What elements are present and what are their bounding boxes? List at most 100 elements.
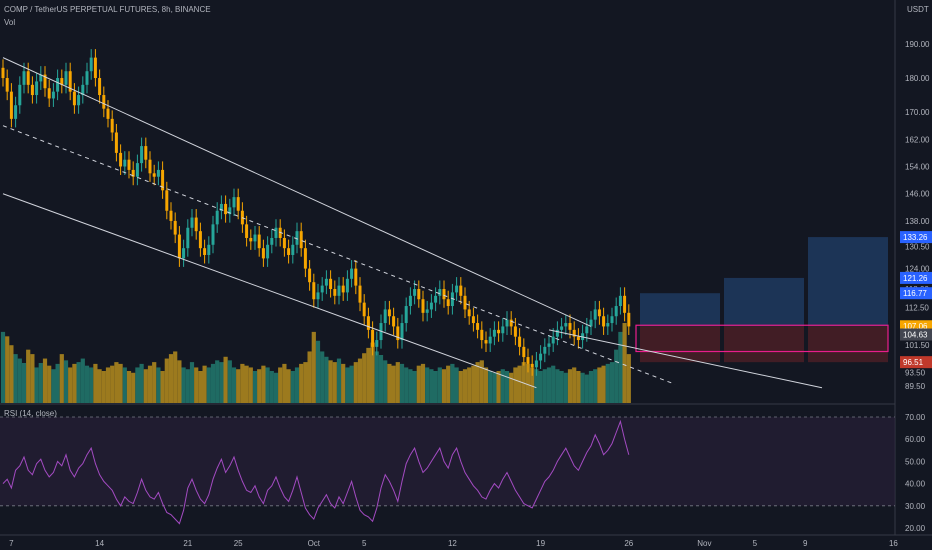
price-tag-text: 104.63 <box>903 331 928 340</box>
candle-body <box>442 289 446 300</box>
candle-body <box>9 91 13 119</box>
volume-bar <box>601 365 606 403</box>
price-tag-box <box>900 271 932 284</box>
volume-bar <box>299 363 304 403</box>
candle-body <box>119 152 123 167</box>
candle-body <box>396 326 400 341</box>
volume-label: Vol <box>4 18 15 27</box>
candle-body <box>299 231 303 249</box>
volume-bar <box>446 365 451 403</box>
volume-bar <box>173 351 178 403</box>
volume-bar <box>278 367 283 403</box>
volume-bar <box>76 362 81 403</box>
volume-bar <box>126 371 132 403</box>
price-tag-text: 116.77 <box>903 289 927 298</box>
candle-body <box>492 329 496 337</box>
candle-body <box>534 360 538 368</box>
candle-body <box>303 248 307 269</box>
price-tag-box <box>900 328 932 341</box>
volume-bar <box>181 367 186 403</box>
candle-body <box>614 306 618 317</box>
volume-bar <box>101 371 106 403</box>
candle-body <box>127 159 131 170</box>
time-tick: 5 <box>362 539 367 548</box>
rsi-plot <box>2 419 630 525</box>
candle-body <box>450 292 454 307</box>
candle-body <box>597 309 601 317</box>
volume-bar <box>34 367 39 403</box>
volume-bar <box>420 363 426 403</box>
volume-bar <box>240 363 245 403</box>
volume-bar <box>450 363 455 403</box>
candle-body <box>89 57 93 72</box>
candle-body <box>320 285 324 293</box>
candle-body <box>564 323 568 327</box>
volume-bar <box>475 362 480 403</box>
volume-bar <box>227 360 232 403</box>
breakout-line <box>548 329 823 389</box>
candle-body <box>165 190 169 211</box>
volume-bar <box>538 371 543 403</box>
candle-body <box>106 108 110 119</box>
target-zone-1 <box>640 293 720 327</box>
candle-body <box>350 268 354 279</box>
position-zones <box>635 237 889 363</box>
candle-body <box>362 302 366 317</box>
volume-bar <box>210 363 216 403</box>
volume-bar <box>105 367 111 403</box>
price-tick: 101.50 <box>905 341 930 350</box>
candle-body <box>618 295 622 307</box>
time-tick: Oct <box>308 539 321 548</box>
candle-body <box>404 306 408 324</box>
volume-bar <box>395 362 400 403</box>
candle-body <box>421 299 425 313</box>
volume-bar <box>55 363 60 403</box>
candle-body <box>182 248 186 259</box>
candle-body <box>484 340 488 344</box>
volume-bar <box>387 363 392 403</box>
candle-body <box>51 91 55 99</box>
candle-body <box>383 309 387 324</box>
time-tick: 12 <box>448 539 457 548</box>
candle-body <box>488 336 492 344</box>
volume-bar <box>80 358 85 403</box>
candle-body <box>161 169 165 191</box>
rsi-line <box>2 419 630 525</box>
candle-body <box>245 224 249 238</box>
volume-bar <box>576 371 581 403</box>
volume-bar <box>433 371 438 403</box>
volume-bar <box>21 363 27 403</box>
volume-bar <box>622 323 627 403</box>
volume-bar <box>534 369 539 403</box>
volume-bar <box>202 365 207 403</box>
volume-bar <box>311 331 316 403</box>
candle-body <box>501 326 505 334</box>
time-axis[interactable]: 7142125Oct5121926Nov591623 <box>9 539 932 548</box>
time-tick: 19 <box>536 539 545 548</box>
rsi-band-fill <box>0 417 895 506</box>
candle-body <box>85 71 89 85</box>
volume-bar <box>492 372 497 403</box>
candle-body <box>30 84 34 96</box>
volume-bar <box>0 331 6 403</box>
candle-body <box>64 71 68 85</box>
candle-body <box>434 295 438 303</box>
volume-bar <box>353 362 358 403</box>
target-zone-2 <box>724 277 804 327</box>
candle-body <box>81 84 85 96</box>
volume-bar <box>462 369 468 403</box>
rsi-tick: 70.00 <box>905 413 926 422</box>
candles <box>1 49 631 376</box>
channel-middle-line <box>2 125 676 385</box>
stop-zone-3 <box>808 326 888 363</box>
volume-bar <box>282 363 287 403</box>
volume-bar <box>194 367 199 403</box>
candle-body <box>547 343 551 347</box>
rsi-tick: 60.00 <box>905 435 926 444</box>
candle-body <box>463 295 467 310</box>
candle-body <box>354 268 358 286</box>
candle-body <box>291 244 295 255</box>
volume-bar <box>143 369 148 403</box>
